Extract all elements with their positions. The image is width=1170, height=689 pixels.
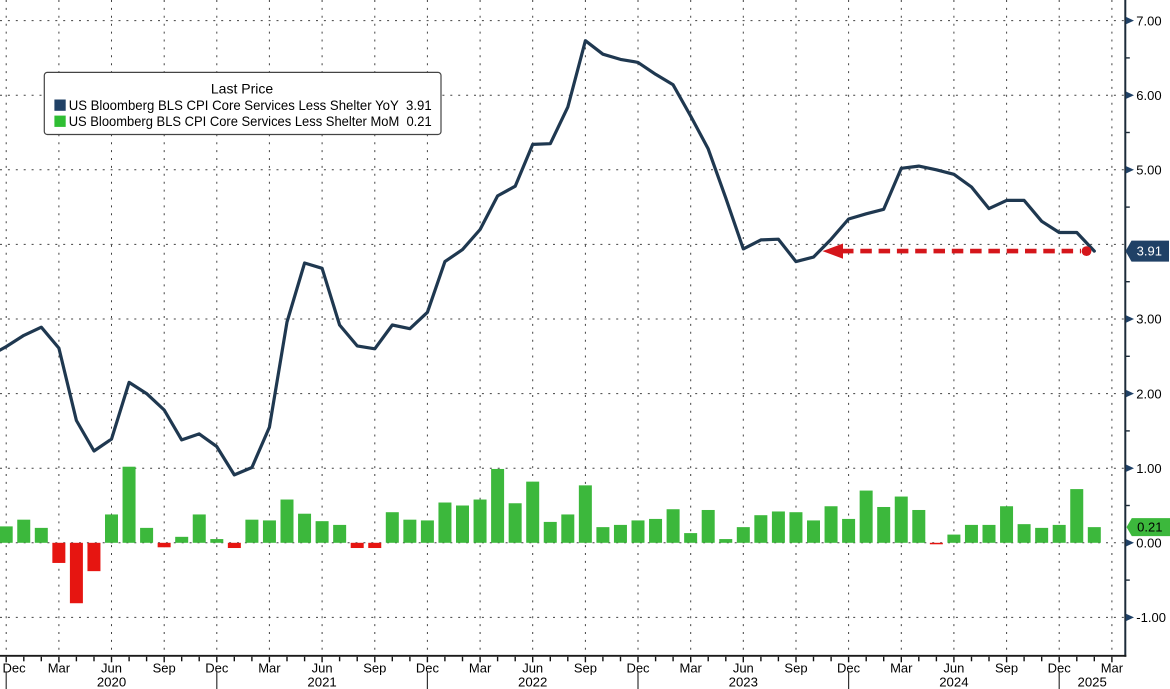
svg-text:Jun: Jun [733,661,754,676]
svg-text:Sep: Sep [574,661,597,676]
svg-text:Jun: Jun [312,661,333,676]
svg-text:2021: 2021 [307,675,336,689]
svg-text:Sep: Sep [784,661,807,676]
svg-text:7.00: 7.00 [1136,13,1161,28]
svg-text:Sep: Sep [995,661,1018,676]
svg-text:Mar: Mar [1101,661,1124,676]
svg-text:Last Price: Last Price [211,81,273,97]
svg-text:Dec: Dec [205,661,229,676]
svg-text:Dec: Dec [626,661,650,676]
svg-text:2023: 2023 [729,675,758,689]
svg-text:2.00: 2.00 [1136,386,1161,401]
svg-text:-1.00: -1.00 [1136,610,1166,625]
svg-text:3.00: 3.00 [1136,312,1161,327]
svg-text:Dec: Dec [1048,661,1072,676]
svg-text:5.00: 5.00 [1136,163,1161,178]
svg-text:Dec: Dec [3,661,27,676]
svg-text:Sep: Sep [153,661,176,676]
svg-text:Mar: Mar [680,661,703,676]
svg-text:2024: 2024 [939,675,968,689]
svg-text:3.91: 3.91 [1137,244,1162,259]
svg-text:Mar: Mar [469,661,492,676]
svg-text:Mar: Mar [48,661,71,676]
svg-text:2022: 2022 [518,675,547,689]
svg-text:Dec: Dec [837,661,861,676]
svg-text:2025: 2025 [1078,675,1107,689]
svg-text:Dec: Dec [416,661,440,676]
svg-text:2020: 2020 [97,675,126,689]
svg-text:US Bloomberg BLS CPI Core Serv: US Bloomberg BLS CPI Core Services Less … [69,113,432,129]
svg-text:Jun: Jun [101,661,122,676]
svg-text:0.00: 0.00 [1136,536,1161,551]
svg-text:0.21: 0.21 [1137,520,1162,535]
svg-text:US Bloomberg BLS CPI Core Serv: US Bloomberg BLS CPI Core Services Less … [69,97,432,113]
svg-text:Mar: Mar [258,661,281,676]
svg-text:Mar: Mar [890,661,913,676]
svg-text:Sep: Sep [363,661,386,676]
svg-text:Jun: Jun [943,661,964,676]
svg-text:6.00: 6.00 [1136,88,1161,103]
svg-text:1.00: 1.00 [1136,461,1161,476]
svg-text:Jun: Jun [522,661,543,676]
